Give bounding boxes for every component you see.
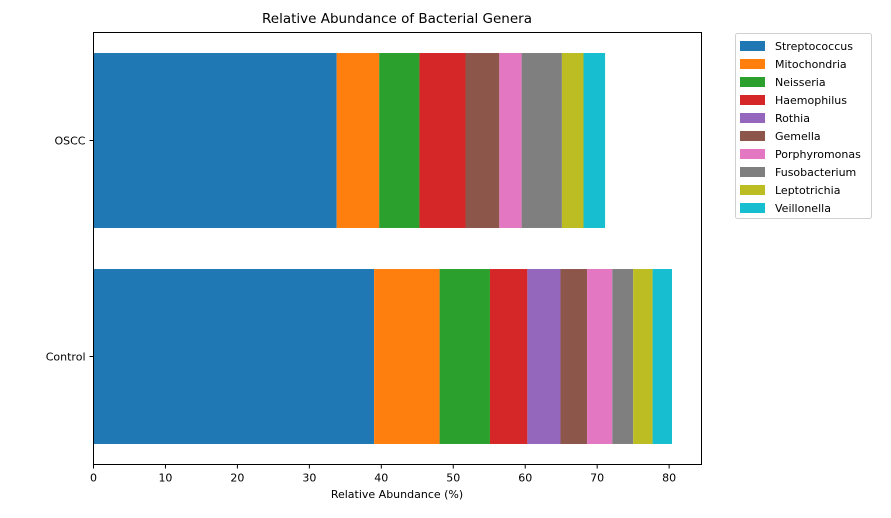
x-tick-label: 20: [230, 472, 244, 485]
bar-oscc-veillonella: [583, 53, 606, 228]
bar-oscc-neisseria: [379, 53, 420, 228]
bar-oscc-haemophilus: [419, 53, 466, 228]
legend-label: Leptotrichia: [775, 184, 840, 197]
y-tick-label: Control: [46, 351, 86, 364]
y-axis-ticks: OSCC Control: [46, 135, 94, 364]
legend-label: Porphyromonas: [775, 148, 861, 161]
legend-swatch: [740, 149, 765, 159]
legend-frame: [735, 33, 872, 219]
legend-label: Gemella: [775, 130, 821, 143]
bar-control-fusobacterium: [612, 269, 634, 444]
legend-label: Mitochondria: [775, 58, 847, 71]
x-tick-label: 70: [590, 472, 604, 485]
bar-control-veillonella: [652, 269, 672, 444]
legend-label: Neisseria: [775, 76, 826, 89]
bar-oscc-porphyromonas: [499, 53, 522, 228]
bar-control-rothia: [527, 269, 561, 444]
x-tick-label: 30: [302, 472, 316, 485]
bar-control-mitochondria: [374, 269, 440, 444]
bar-control-streptococcus: [93, 269, 375, 444]
legend-label: Haemophilus: [775, 94, 847, 107]
x-axis-ticks: 0 10 20 30 40 50 60 70 80: [90, 464, 676, 485]
bar-oscc-gemella: [465, 53, 500, 228]
legend-label: Rothia: [775, 112, 810, 125]
x-tick-label: 80: [662, 472, 676, 485]
bar-oscc-streptococcus: [93, 53, 337, 228]
y-tick-label: OSCC: [54, 135, 85, 148]
plot-frame: [93, 32, 702, 465]
bar-control-neisseria: [439, 269, 490, 444]
legend-label: Fusobacterium: [775, 166, 856, 179]
legend-swatch: [740, 77, 765, 87]
bar-oscc-fusobacterium: [521, 53, 562, 228]
legend: Streptococcus Mitochondria Neisseria Haemop…: [735, 33, 872, 219]
x-tick-label: 50: [446, 472, 460, 485]
x-tick-label: 10: [158, 472, 172, 485]
bar-control-leptotrichia: [633, 269, 653, 444]
bars-group: [93, 53, 672, 444]
legend-swatch: [740, 95, 765, 105]
x-tick-label: 40: [374, 472, 388, 485]
chart-title: Relative Abundance of Bacterial Genera: [262, 11, 532, 27]
bar-control-porphyromonas: [587, 269, 613, 444]
legend-swatch: [740, 131, 765, 141]
legend-swatch: [740, 185, 765, 195]
legend-swatch: [740, 59, 765, 69]
bar-oscc-leptotrichia: [561, 53, 584, 228]
legend-swatch: [740, 203, 765, 213]
bar-control-gemella: [560, 269, 588, 444]
legend-label: Veillonella: [775, 202, 831, 215]
legend-swatch: [740, 41, 765, 51]
x-tick-label: 0: [90, 472, 97, 485]
legend-label: Streptococcus: [775, 40, 853, 53]
bar-oscc-mitochondria: [336, 53, 380, 228]
x-tick-label: 60: [518, 472, 532, 485]
x-axis-label: Relative Abundance (%): [331, 488, 463, 501]
legend-swatch: [740, 167, 765, 177]
legend-swatch: [740, 113, 765, 123]
bar-control-haemophilus: [489, 269, 528, 444]
